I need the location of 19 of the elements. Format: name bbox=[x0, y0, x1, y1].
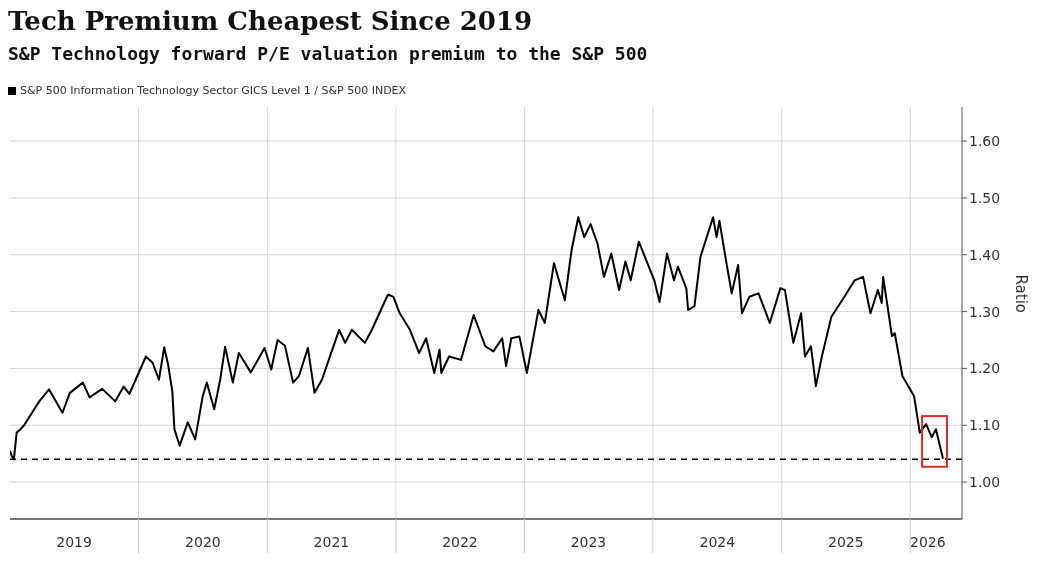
x-tick-label: 2024 bbox=[699, 534, 736, 550]
chart-title: Tech Premium Cheapest Since 2019 bbox=[8, 6, 533, 36]
y-tick-label: 1.30 bbox=[969, 303, 1001, 320]
y-tick-label: 1.40 bbox=[969, 246, 1001, 263]
y-tick-label: 1.00 bbox=[969, 474, 1001, 491]
x-tick-label: 2019 bbox=[56, 534, 92, 550]
x-tick-label: 2025 bbox=[828, 534, 864, 550]
y-tick-label: 1.60 bbox=[969, 133, 1001, 150]
x-tick-label: 2026 bbox=[910, 534, 946, 550]
x-tick-label: 2022 bbox=[442, 534, 478, 550]
y-axis-title: Ratio bbox=[1011, 274, 1030, 313]
chart-subtitle: S&P Technology forward P/E valuation premium to the S&P 500 bbox=[8, 43, 648, 64]
x-tick-label: 2020 bbox=[185, 534, 221, 550]
y-tick-label: 1.20 bbox=[969, 360, 1001, 377]
y-tick-label: 1.50 bbox=[969, 189, 1001, 206]
x-tick-label: 2023 bbox=[570, 534, 607, 550]
legend-label: S&P 500 Information Technology Sector GICS Level 1 / S&P 500 INDEX bbox=[19, 84, 407, 97]
y-tick-label: 1.10 bbox=[969, 417, 1001, 434]
x-tick-label: 2021 bbox=[313, 534, 350, 550]
